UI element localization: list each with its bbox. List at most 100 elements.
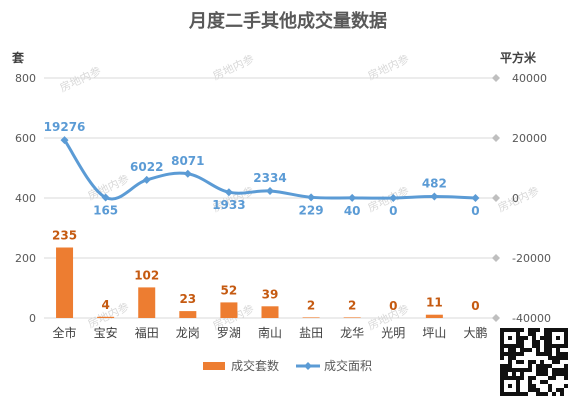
category-label: 南山 bbox=[258, 325, 282, 340]
qr-module bbox=[548, 384, 552, 388]
qr-module bbox=[536, 352, 540, 356]
qr-module bbox=[540, 392, 544, 396]
qr-module bbox=[532, 384, 536, 388]
qr-module bbox=[528, 360, 532, 364]
category-label: 坪山 bbox=[422, 326, 446, 340]
qr-module bbox=[544, 392, 548, 396]
qr-module bbox=[520, 360, 524, 364]
qr-module bbox=[552, 360, 556, 364]
qr-module bbox=[532, 336, 536, 340]
qr-module bbox=[532, 388, 536, 392]
qr-module bbox=[528, 332, 532, 336]
line-series: 19276 165 6022 8071 1933 2334 229 40 0 482 0 bbox=[44, 120, 480, 218]
qr-module bbox=[564, 368, 568, 372]
left-axis: 0 200 400 600 800 bbox=[15, 72, 36, 325]
qr-module bbox=[532, 340, 536, 344]
left-axis-unit: 套 bbox=[11, 50, 25, 65]
qr-module bbox=[540, 360, 544, 364]
bar bbox=[425, 314, 443, 318]
line-data-label: 1933 bbox=[212, 198, 245, 212]
qr-module bbox=[504, 368, 508, 372]
qr-module bbox=[552, 376, 556, 380]
qr-module bbox=[524, 348, 528, 352]
line-point bbox=[183, 169, 192, 178]
qr-module bbox=[520, 340, 524, 344]
qr-module bbox=[560, 356, 564, 360]
line-data-label: 482 bbox=[422, 177, 447, 191]
qr-module bbox=[556, 372, 560, 376]
line-data-label: 19276 bbox=[44, 120, 86, 134]
left-tick-label: 600 bbox=[15, 132, 36, 145]
line-data-label: 229 bbox=[299, 203, 324, 217]
legend-swatch-bar bbox=[203, 362, 225, 370]
qr-module bbox=[544, 348, 548, 352]
qr-module bbox=[528, 384, 532, 388]
right-tick-label: 0 bbox=[512, 192, 519, 205]
qr-module bbox=[500, 352, 504, 356]
qr-finder bbox=[556, 336, 560, 340]
category-label: 福田 bbox=[135, 325, 159, 340]
right-tick-marker bbox=[492, 194, 500, 202]
qr-module bbox=[540, 336, 544, 340]
qr-module bbox=[512, 352, 516, 356]
category-label: 盐田 bbox=[299, 326, 323, 340]
line-point bbox=[224, 188, 233, 197]
qr-module bbox=[532, 376, 536, 380]
line-data-label: 2334 bbox=[253, 171, 286, 185]
category-label: 光明 bbox=[381, 326, 405, 340]
qr-module bbox=[536, 368, 540, 372]
qr-module bbox=[516, 368, 520, 372]
category-label: 大鹏 bbox=[463, 326, 487, 340]
qr-module bbox=[520, 328, 524, 332]
qr-module bbox=[552, 372, 556, 376]
qr-module bbox=[508, 364, 512, 368]
qr-module bbox=[532, 332, 536, 336]
qr-module bbox=[552, 392, 556, 396]
qr-module bbox=[564, 372, 568, 376]
qr-module bbox=[504, 352, 508, 356]
qr-module bbox=[528, 368, 532, 372]
right-tick-marker bbox=[492, 254, 500, 262]
qr-module bbox=[544, 344, 548, 348]
qr-module bbox=[544, 352, 548, 356]
line-point bbox=[142, 175, 151, 184]
right-tick-label: -20000 bbox=[512, 252, 551, 265]
qr-module bbox=[512, 356, 516, 360]
bar-data-label: 23 bbox=[179, 292, 196, 306]
qr-module bbox=[524, 392, 528, 396]
qr-module bbox=[520, 344, 524, 348]
watermark-layer: 房地内参 房地内参 房地内参 房地内参 房地内参 房地内参 房地内参 房地内参 … bbox=[57, 51, 541, 332]
qr-module bbox=[540, 364, 544, 368]
qr-module bbox=[548, 356, 552, 360]
bar bbox=[97, 316, 115, 318]
qr-module bbox=[516, 360, 520, 364]
line-point bbox=[348, 193, 357, 202]
qr-module bbox=[536, 392, 540, 396]
qr-module bbox=[532, 344, 536, 348]
qr-module bbox=[544, 328, 548, 332]
right-tick-label: 40000 bbox=[512, 72, 547, 85]
qr-module bbox=[536, 348, 540, 352]
qr-module bbox=[504, 364, 508, 368]
bar-data-label: 0 bbox=[471, 299, 479, 313]
line-data-label: 0 bbox=[389, 204, 397, 218]
qr-module bbox=[556, 348, 560, 352]
left-tick-label: 400 bbox=[15, 192, 36, 205]
bar-data-label: 0 bbox=[389, 299, 397, 313]
qr-module bbox=[544, 380, 548, 384]
right-tick-label: 20000 bbox=[512, 132, 547, 145]
qr-module bbox=[548, 348, 552, 352]
bar bbox=[56, 247, 74, 318]
right-tick-label: -40000 bbox=[512, 312, 551, 325]
qr-module bbox=[544, 368, 548, 372]
qr-module bbox=[556, 388, 560, 392]
legend-label-line: 成交面积 bbox=[324, 358, 372, 373]
qr-module bbox=[520, 372, 524, 376]
line-data-label: 6022 bbox=[130, 160, 163, 174]
qr-finder bbox=[508, 336, 512, 340]
qr-module bbox=[564, 384, 568, 388]
qr-module bbox=[536, 388, 540, 392]
qr-module bbox=[560, 392, 564, 396]
qr-module bbox=[548, 364, 552, 368]
qr-code bbox=[500, 328, 568, 396]
